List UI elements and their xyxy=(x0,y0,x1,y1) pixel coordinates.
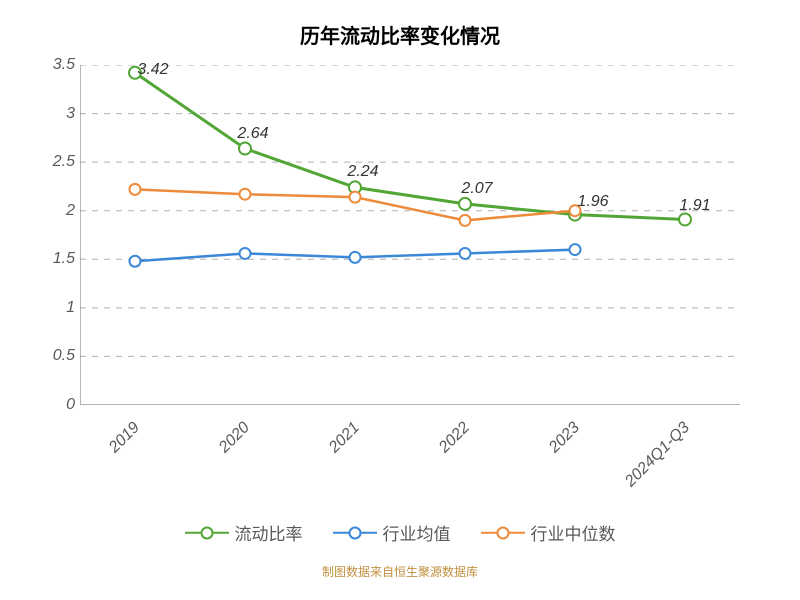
y-tick-label: 2 xyxy=(40,202,75,220)
y-tick-label: 3.5 xyxy=(40,56,75,74)
x-tick-label: 2024Q1-Q3 xyxy=(622,419,694,491)
chart-title: 历年流动比率变化情况 xyxy=(0,20,800,49)
y-tick-label: 0 xyxy=(40,396,75,414)
plot-area xyxy=(80,65,740,405)
legend-label: 行业中位数 xyxy=(531,520,616,545)
y-tick-label: 1 xyxy=(40,299,75,317)
x-tick-label: 2022 xyxy=(436,419,474,457)
footer-text: 制图数据来自恒生聚源数据库 xyxy=(0,563,800,580)
x-tick-label: 2019 xyxy=(106,419,144,457)
y-tick-label: 3 xyxy=(40,105,75,123)
y-tick-label: 2.5 xyxy=(40,153,75,171)
data-point-label: 2.64 xyxy=(237,125,268,143)
data-point-label: 3.42 xyxy=(137,61,168,79)
legend-label: 行业均值 xyxy=(383,520,451,545)
y-tick-label: 0.5 xyxy=(40,347,75,365)
y-tick-label: 1.5 xyxy=(40,250,75,268)
data-point-label: 1.91 xyxy=(679,197,710,215)
data-point-label: 2.24 xyxy=(347,163,378,181)
chart-container: 历年流动比率变化情况 0 0.5 1 1.5 2 2.5 3 3.5 2019 2020 2021… xyxy=(0,0,800,600)
legend-marker-icon xyxy=(481,525,525,541)
legend-marker-icon xyxy=(185,525,229,541)
legend-label: 流动比率 xyxy=(235,520,303,545)
data-point-label: 2.07 xyxy=(461,180,492,198)
x-tick-label: 2023 xyxy=(546,419,584,457)
legend-item: 流动比率 xyxy=(185,520,303,545)
data-point-label: 1.96 xyxy=(577,193,608,211)
x-tick-label: 2021 xyxy=(326,419,364,457)
legend: 流动比率 行业均值 行业中位数 xyxy=(0,520,800,545)
legend-item: 行业中位数 xyxy=(481,520,616,545)
legend-item: 行业均值 xyxy=(333,520,451,545)
legend-marker-icon xyxy=(333,525,377,541)
x-tick-label: 2020 xyxy=(216,419,254,457)
